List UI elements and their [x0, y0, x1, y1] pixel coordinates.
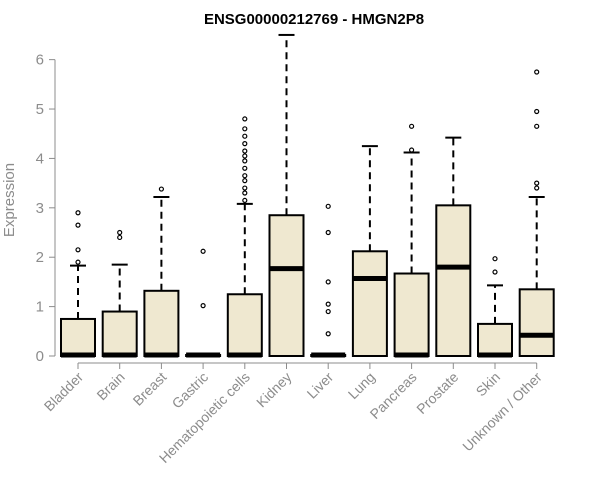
chart-title: ENSG00000212769 - HMGN2P8 — [204, 11, 424, 28]
outlier-point — [242, 178, 248, 184]
outlier-point — [325, 308, 331, 315]
y-tick-label: 0 — [36, 348, 44, 365]
box-group — [518, 69, 555, 357]
box-group — [185, 248, 222, 358]
x-tick-label: Brain — [93, 369, 127, 403]
box-iqr — [477, 322, 513, 358]
outlier-point — [534, 185, 540, 191]
box-series — [60, 33, 555, 358]
y-axis: 0 1 2 3 4 5 6 — [36, 52, 56, 365]
outlier-point — [534, 180, 540, 186]
y-axis-label: Expression — [1, 163, 18, 237]
y-tick-label: 4 — [36, 150, 44, 167]
box-iqr — [351, 250, 388, 357]
box-group — [477, 256, 513, 358]
box-iqr — [101, 310, 138, 357]
outlier-point — [242, 141, 248, 147]
outlier-point — [117, 234, 123, 241]
x-tick-label: Lung — [345, 369, 378, 402]
outlier-point — [534, 123, 540, 129]
outlier-point — [242, 126, 248, 132]
box-group — [351, 145, 388, 357]
outlier-point — [534, 69, 540, 75]
y-tick-label: 1 — [36, 299, 44, 316]
outlier-point — [242, 158, 248, 164]
outlier-point — [325, 279, 331, 285]
outlier-point — [242, 197, 248, 204]
outlier-point — [325, 301, 331, 307]
x-tick-label: Bladder — [41, 369, 87, 415]
outlier-point — [242, 190, 248, 196]
x-tick-label: Unknown / Other — [459, 369, 545, 455]
box-iqr — [518, 288, 555, 357]
box-iqr — [393, 272, 430, 357]
box-group — [268, 33, 305, 357]
box-iqr — [143, 289, 180, 357]
outlier-point — [242, 148, 248, 154]
outlier-point — [325, 331, 331, 337]
outlier-point — [242, 165, 248, 171]
outlier-point — [492, 269, 498, 275]
outlier-point — [325, 203, 331, 209]
outlier-point — [534, 108, 540, 115]
box-iqr — [226, 293, 263, 357]
x-tick-label: Breast — [130, 369, 170, 409]
outlier-point — [492, 256, 498, 262]
x-tick-label: Kidney — [253, 369, 295, 411]
outlier-point — [75, 210, 81, 216]
outlier-point — [242, 116, 248, 122]
y-tick-label: 6 — [36, 52, 44, 69]
box-group — [435, 136, 472, 357]
outlier-point — [117, 229, 123, 236]
outlier-point — [325, 229, 331, 236]
x-tick-label: Prostate — [413, 369, 461, 417]
outlier-point — [242, 173, 248, 179]
outlier-point — [200, 303, 206, 309]
y-tick-label: 5 — [36, 101, 44, 118]
outlier-point — [158, 186, 164, 192]
x-tick-label: Skin — [473, 369, 504, 400]
outlier-point — [409, 147, 415, 153]
y-tick-label: 2 — [36, 249, 44, 266]
outlier-point — [75, 247, 81, 253]
outlier-point — [75, 222, 81, 228]
outlier-point — [200, 248, 206, 254]
outlier-point — [242, 133, 248, 139]
outlier-point — [242, 153, 248, 159]
outlier-point — [75, 259, 81, 265]
box-iqr — [268, 214, 305, 357]
outlier-point — [409, 123, 415, 129]
box-group — [393, 123, 430, 358]
box-group — [60, 210, 96, 358]
box-group — [101, 229, 138, 358]
box-group — [226, 116, 263, 358]
y-tick-label: 3 — [36, 200, 44, 217]
box-iqr — [60, 317, 96, 358]
box-group — [310, 203, 347, 358]
outlier-point — [242, 185, 248, 191]
box-iqr — [435, 204, 472, 357]
box-group — [143, 186, 180, 358]
x-tick-label: Liver — [304, 369, 337, 402]
